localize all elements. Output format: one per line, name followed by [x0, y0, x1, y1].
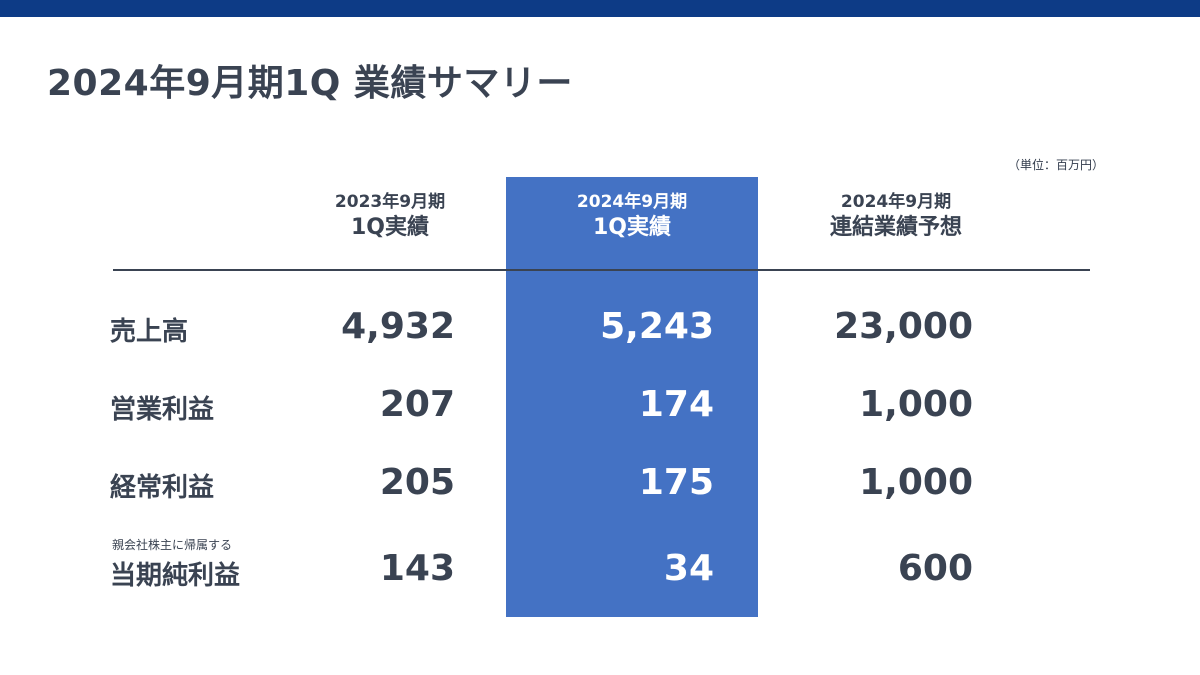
top-accent-bar	[0, 0, 1200, 17]
row-label-sales: 売上高	[110, 317, 189, 347]
column-header-current-year: 2024年9月期 1Q実績	[506, 190, 758, 242]
value-net-income-curr: 34	[663, 548, 714, 589]
header-divider	[113, 269, 1090, 271]
value-ordinary-profit-curr: 175	[638, 462, 714, 503]
value-operating-profit-curr: 174	[638, 384, 714, 425]
value-net-income-fcst: 600	[897, 548, 973, 589]
column-kind-fcst: 連結業績予想	[829, 215, 962, 240]
unit-note: （単位：百万円）	[1007, 158, 1104, 172]
value-sales-prev: 4,932	[341, 306, 455, 347]
column-period-fcst: 2024年9月期	[840, 192, 952, 212]
column-header-forecast: 2024年9月期 連結業績予想	[770, 190, 1022, 242]
value-ordinary-profit-prev: 205	[379, 462, 455, 503]
current-quarter-highlight	[506, 177, 758, 617]
column-header-prev-year: 2023年9月期 1Q実績	[264, 190, 516, 242]
value-sales-fcst: 23,000	[834, 306, 973, 347]
value-operating-profit-prev: 207	[379, 384, 455, 425]
value-net-income-prev: 143	[379, 548, 455, 589]
value-ordinary-profit-fcst: 1,000	[859, 462, 973, 503]
column-period-curr: 2024年9月期	[576, 192, 688, 212]
column-kind-prev: 1Q実績	[350, 215, 429, 240]
slide-title: 2024年9月期1Q 業績サマリー	[47, 63, 573, 104]
column-period-prev: 2023年9月期	[334, 192, 446, 212]
row-label-net-income: 当期純利益	[110, 561, 241, 591]
row-label-ordinary-profit: 経常利益	[110, 473, 215, 503]
column-kind-curr: 1Q実績	[592, 215, 671, 240]
row-label-operating-profit: 営業利益	[110, 395, 215, 425]
value-operating-profit-fcst: 1,000	[859, 384, 973, 425]
value-sales-curr: 5,243	[600, 306, 714, 347]
row-note-net-income: 親会社株主に帰属する	[112, 538, 233, 552]
